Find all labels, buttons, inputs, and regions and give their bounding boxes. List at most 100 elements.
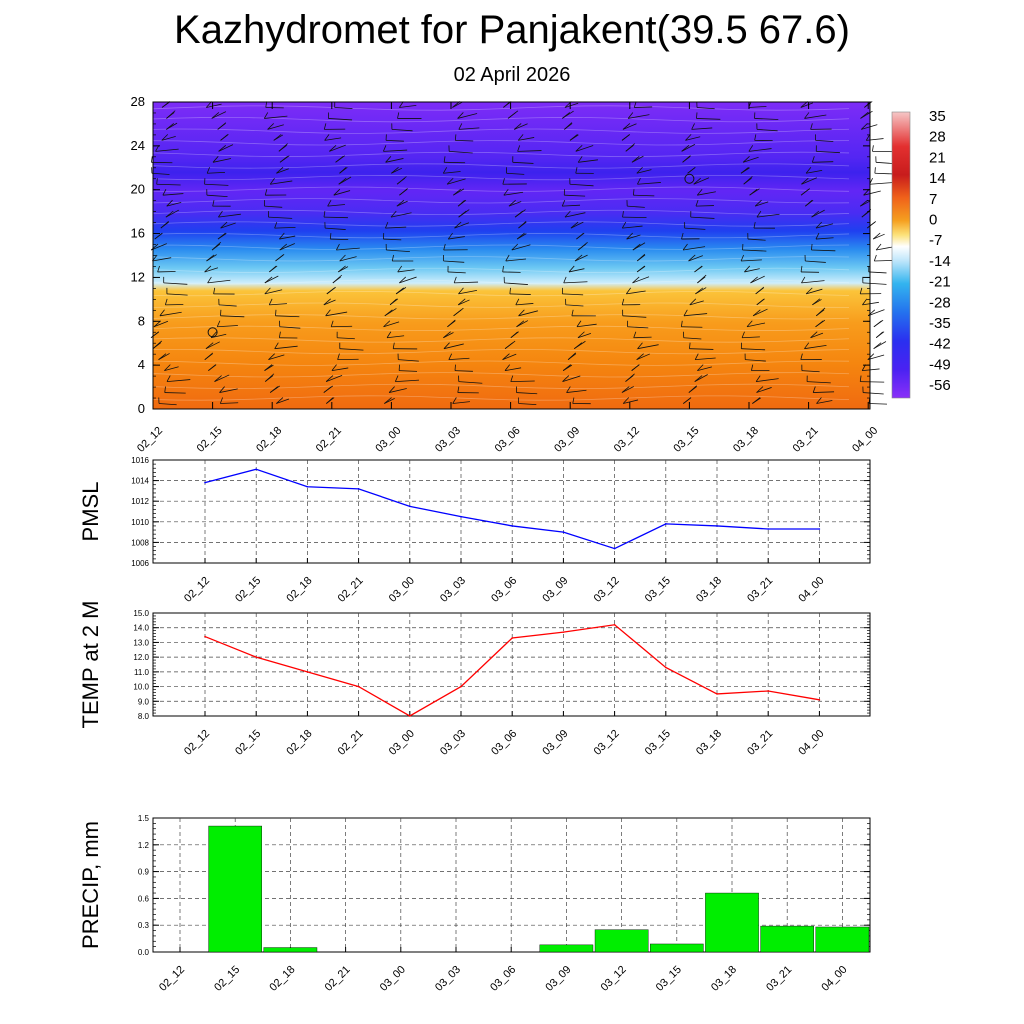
wind-barb	[161, 134, 169, 141]
wind-barb	[395, 379, 420, 382]
wind-barb	[632, 276, 650, 284]
wind-barb	[810, 123, 813, 130]
wind-barb	[621, 298, 625, 305]
wind-barb	[397, 265, 403, 273]
wind-barb	[625, 287, 631, 295]
wind-barb	[859, 287, 863, 294]
wind-barb	[804, 112, 810, 119]
wind-barb	[564, 102, 579, 108]
wind-barb	[571, 309, 574, 316]
wind-barb	[217, 232, 226, 240]
wind-barb	[562, 375, 570, 382]
wind-barb	[684, 227, 706, 230]
colorbar-label: -49	[929, 356, 951, 373]
pmsl-x-tick-label: 03_18	[694, 575, 724, 605]
temp2m-point	[357, 685, 360, 688]
colorbar-label: 21	[929, 149, 946, 166]
pmsl-x-tick-label: 03_15	[643, 575, 673, 605]
temp2m-y-tick-label: 9.0	[138, 697, 150, 706]
wind-barb	[874, 167, 876, 174]
wind-barb	[748, 148, 772, 152]
wind-barb	[166, 375, 171, 382]
wind-barb	[683, 309, 688, 317]
wind-barb	[443, 343, 464, 350]
wind-barb	[204, 265, 212, 273]
wind-barb	[164, 366, 179, 372]
wind-barb	[741, 259, 762, 262]
precip-x-tick-label: 03_18	[709, 964, 739, 994]
pmsl-point	[716, 525, 718, 527]
colorbar-label: -42	[929, 336, 951, 353]
wind-barb	[220, 222, 236, 229]
wind-barb	[754, 199, 762, 207]
wind-barb	[683, 246, 706, 251]
wind-barb	[388, 386, 395, 393]
temp2m-point	[562, 631, 565, 633]
wind-barb	[220, 221, 228, 229]
wind-barb	[166, 199, 173, 207]
wind-barb	[164, 392, 186, 394]
wind-barb	[576, 320, 582, 327]
precip-x-tick-label: 03_15	[654, 964, 684, 994]
wind-barb	[748, 106, 767, 108]
wind-barb	[214, 374, 230, 382]
temp2m-point	[255, 656, 257, 658]
wind-barb	[865, 134, 871, 141]
cross-section-x-tick-label: 02_15	[195, 425, 225, 455]
wind-barb	[219, 388, 238, 393]
wind-barb	[502, 353, 517, 361]
wind-barb	[874, 172, 893, 175]
wind-barb	[568, 268, 585, 273]
wind-barb	[812, 161, 834, 163]
wind-barb	[564, 194, 586, 197]
wind-barb	[384, 397, 392, 404]
wind-barb	[681, 320, 683, 327]
wind-barb	[383, 145, 387, 152]
wind-barb	[860, 112, 869, 119]
isotherm-contour	[152, 383, 850, 389]
wind-barb	[688, 255, 703, 262]
wind-barb	[383, 321, 400, 328]
wind-barb	[575, 145, 583, 152]
wind-barb	[518, 309, 525, 317]
wind-barb	[570, 221, 584, 229]
wind-barb	[636, 265, 646, 273]
wind-barb	[872, 232, 881, 240]
wind-barb	[268, 354, 285, 361]
pmsl-x-tick-label: 04_00	[796, 575, 826, 605]
wind-barb	[747, 238, 766, 241]
wind-barb	[206, 194, 228, 197]
wind-barb	[633, 336, 652, 339]
wind-barb	[565, 304, 584, 307]
wind-barb	[622, 211, 624, 218]
wind-barb	[504, 367, 522, 372]
wind-barb	[691, 127, 713, 130]
wind-barb	[515, 303, 534, 306]
wind-barb	[816, 397, 822, 404]
wind-barb	[331, 367, 349, 372]
wind-barb	[697, 366, 712, 372]
isotherm-contour	[152, 221, 850, 227]
precip-bar	[760, 925, 814, 953]
pmsl-x-tick-label: 03_06	[489, 575, 519, 605]
precip-x-tick-label: 03_06	[488, 964, 518, 994]
wind-barb	[399, 276, 407, 284]
wind-barb	[511, 243, 519, 251]
wind-barb	[329, 233, 332, 240]
wind-barb	[399, 104, 417, 108]
wind-barb	[756, 378, 779, 382]
wind-barb	[574, 342, 583, 350]
wind-barb	[454, 370, 473, 372]
wind-barb	[502, 353, 510, 360]
wind-barb	[815, 232, 820, 240]
wind-barb	[165, 209, 180, 218]
wind-barb	[505, 258, 527, 262]
wind-barb	[220, 315, 245, 318]
wind-barb	[327, 204, 346, 207]
wind-barb	[390, 212, 412, 218]
wind-barb	[457, 113, 478, 119]
wind-barb	[166, 123, 175, 130]
wind-barb	[156, 178, 158, 185]
wind-barb	[151, 172, 170, 175]
wind-barb	[697, 276, 706, 284]
